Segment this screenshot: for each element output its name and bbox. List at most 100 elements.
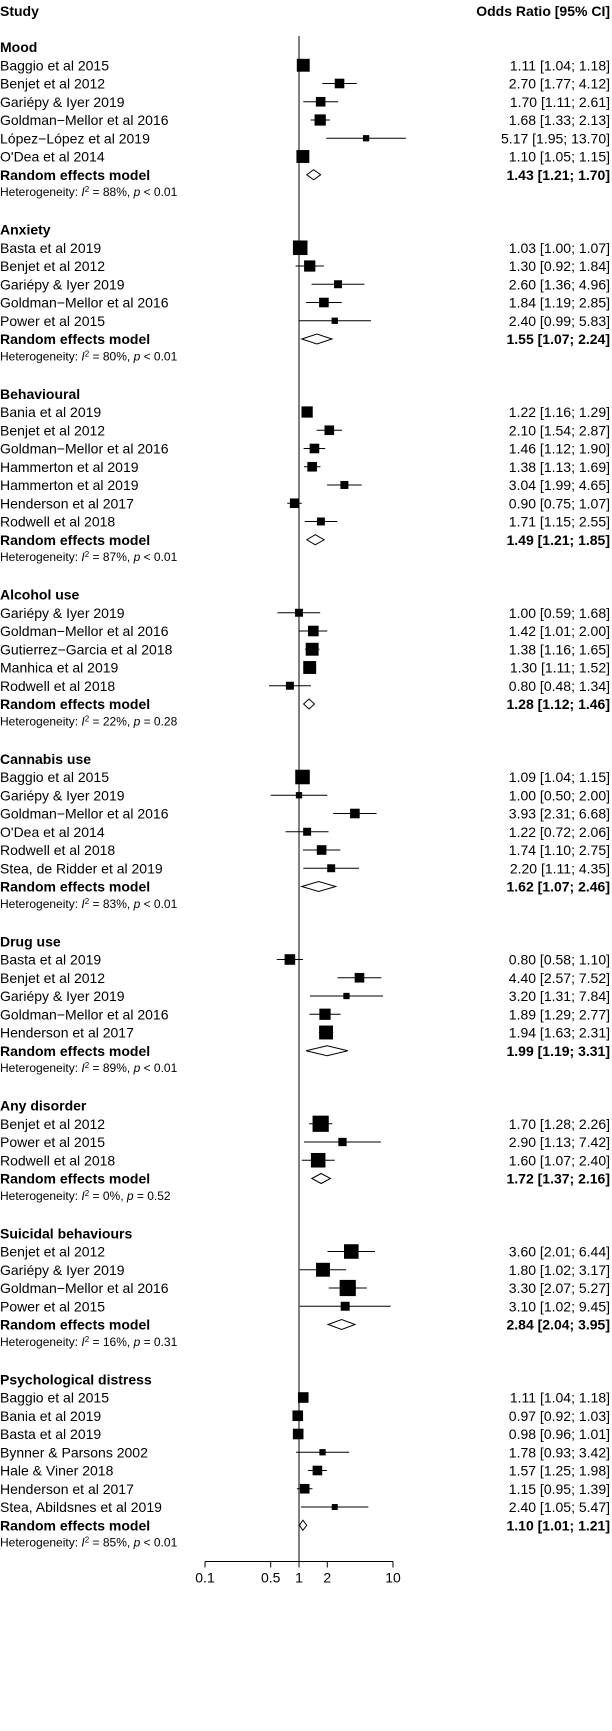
study-name: Bania et al 2019 [0,404,101,420]
group-title: Alcohol use [0,587,80,603]
study-point [289,498,300,509]
study-point [303,827,312,836]
summary-row: Random effects model 1.99 [1.19; 3.31] [0,1043,610,1059]
study-row: Benjet et al 2012 4.40 [2.57; 7.52] [0,970,610,986]
study-or-ci: 3.60 [2.01; 6.44] [509,1244,610,1260]
study-name: O'Dea et al 2014 [0,824,105,840]
study-name: Goldman−Mellor et al 2016 [0,806,169,822]
study-row: Gariépy & Iyer 2019 2.60 [1.36; 4.96] [0,276,610,292]
summary-diamond [305,169,322,181]
study-or-ci: 0.98 [0.96; 1.01] [509,1426,610,1442]
summary-or-ci: 2.84 [2.04; 3.95] [506,1317,610,1333]
study-row: Stea, de Ridder et al 2019 2.20 [1.11; 4.… [0,860,610,876]
study-point [307,461,317,472]
study-name: Benjet et al 2012 [0,76,105,92]
study-point [295,769,310,785]
study-point [316,1262,330,1277]
study-or-ci: 1.78 [0.93; 3.42] [509,1444,610,1460]
study-or-ci: 3.04 [1.99; 4.65] [509,477,610,493]
study-name: Henderson et al 2017 [0,495,134,511]
heterogeneity: Heterogeneity: I2 = 0%, p = 0.52 [0,1188,171,1203]
study-row: Rodwell et al 2018 1.74 [1.10; 2.75] [0,842,610,858]
study-row: Benjet et al 2012 3.60 [2.01; 6.44] [0,1244,610,1260]
study-row: Rodwell et al 2018 1.60 [1.07; 2.40] [0,1152,610,1168]
study-name: O'Dea et al 2014 [0,149,105,165]
study-or-ci: 1.03 [1.00; 1.07] [509,240,610,256]
study-row: Goldman−Mellor et al 2016 1.68 [1.33; 2.1… [0,112,610,128]
study-row: O'Dea et al 2014 1.10 [1.05; 1.15] [0,149,610,165]
study-or-ci: 1.42 [1.01; 2.00] [509,623,610,639]
study-or-ci: 2.40 [1.05; 5.47] [509,1499,610,1515]
study-or-ci: 2.40 [0.99; 5.83] [509,313,610,329]
study-or-ci: 3.30 [2.07; 5.27] [509,1280,610,1296]
study-name: Baggio et al 2015 [0,57,109,73]
study-or-ci: 1.38 [1.13; 1.69] [509,459,610,475]
study-or-ci: 1.22 [1.16; 1.29] [509,404,610,420]
study-row: Gariépy & Iyer 2019 1.00 [0.50; 2.00] [0,787,610,803]
group-5: Drug use Basta et al 2019 0.80 [0.58; 1.10… [0,933,610,1075]
summary-or-ci: 1.49 [1.21; 1.85] [506,532,610,548]
summary-row: Random effects model 1.43 [1.21; 1.70] [0,167,610,183]
summary-diamond [299,880,338,893]
summary-or-ci: 1.10 [1.01; 1.21] [506,1517,610,1533]
study-row: Power et al 2015 2.90 [1.13; 7.42] [0,1134,610,1150]
study-row: Basta et al 2019 1.03 [1.00; 1.07] [0,240,610,256]
summary-row: Random effects model 1.49 [1.21; 1.85] [0,532,610,548]
x-tick-label: 0.1 [195,1570,215,1586]
study-name: Hammerton et al 2019 [0,477,139,493]
study-row: Goldman−Mellor et al 2016 3.93 [2.31; 6.6… [0,806,610,822]
study-point [295,608,303,617]
study-row: Gutierrez−Garcia et al 2018 1.38 [1.16; 1… [0,641,610,657]
summary-diamond [310,1172,332,1185]
study-name: Gariépy & Iyer 2019 [0,1262,125,1278]
study-name: Benjet et al 2012 [0,1116,105,1132]
study-point [309,443,320,454]
summary-diamond [302,698,316,710]
study-point [331,317,338,324]
study-name: Rodwell et al 2018 [0,514,115,530]
study-or-ci: 0.80 [0.58; 1.10] [509,952,610,968]
forest-rows: Mood Baggio et al 2015 1.11 [1.04; 1.18] Be… [0,39,610,1550]
study-name: Hammerton et al 2019 [0,459,139,475]
study-name: Rodwell et al 2018 [0,678,115,694]
study-point [297,1392,309,1403]
study-name: Gariépy & Iyer 2019 [0,94,125,110]
study-or-ci: 1.11 [1.04; 1.18] [510,1390,610,1406]
study-row: Goldman−Mellor et al 2016 1.84 [1.19; 2.8… [0,295,610,311]
study-name: Gutierrez−Garcia et al 2018 [0,641,173,657]
group-2: Behavioural Bania et al 2019 1.22 [1.16; 1… [0,386,610,564]
study-row: Hammerton et al 2019 3.04 [1.99; 4.65] [0,477,610,493]
study-name: Benjet et al 2012 [0,970,105,986]
study-point [340,1301,350,1311]
study-row: Gariépy & Iyer 2019 1.80 [1.02; 3.17] [0,1262,610,1278]
study-point [305,642,319,656]
summary-label: Random effects model [0,1517,150,1533]
study-point [314,114,326,126]
study-point [292,1410,304,1422]
heterogeneity: Heterogeneity: I2 = 89%, p < 0.01 [0,1061,178,1076]
study-or-ci: 1.00 [0.59; 1.68] [509,605,610,621]
study-or-ci: 2.90 [1.13; 7.42] [509,1134,610,1150]
summary-label: Random effects model [0,696,150,712]
study-point [312,1465,323,1476]
group-0: Mood Baggio et al 2015 1.11 [1.04; 1.18] Be… [0,39,610,199]
study-name: Benjet et al 2012 [0,422,105,438]
odds-ratio-column-header: Odds Ratio [95% CI] [476,3,610,19]
study-point [299,1483,310,1494]
study-row: Henderson et al 2017 1.15 [0.95; 1.39] [0,1481,610,1497]
study-name: Goldman−Mellor et al 2016 [0,623,169,639]
study-row: Power et al 2015 3.10 [1.02; 9.45] [0,1298,610,1314]
study-point [292,1428,304,1440]
summary-label: Random effects model [0,879,150,895]
study-point [324,425,335,436]
study-row: Gariépy & Iyer 2019 1.00 [0.59; 1.68] [0,605,610,621]
group-title: Suicidal behaviours [0,1225,132,1241]
summary-or-ci: 1.28 [1.12; 1.46] [506,696,610,712]
study-or-ci: 1.60 [1.07; 2.40] [509,1152,610,1168]
study-point [315,96,326,107]
study-name: Gariépy & Iyer 2019 [0,988,125,1004]
study-row: Baggio et al 2015 1.11 [1.04; 1.18] [0,1390,610,1406]
study-or-ci: 1.80 [1.02; 3.17] [509,1262,610,1278]
summary-label: Random effects model [0,167,150,183]
study-row: Goldman−Mellor et al 2016 1.89 [1.29; 2.7… [0,1006,610,1022]
